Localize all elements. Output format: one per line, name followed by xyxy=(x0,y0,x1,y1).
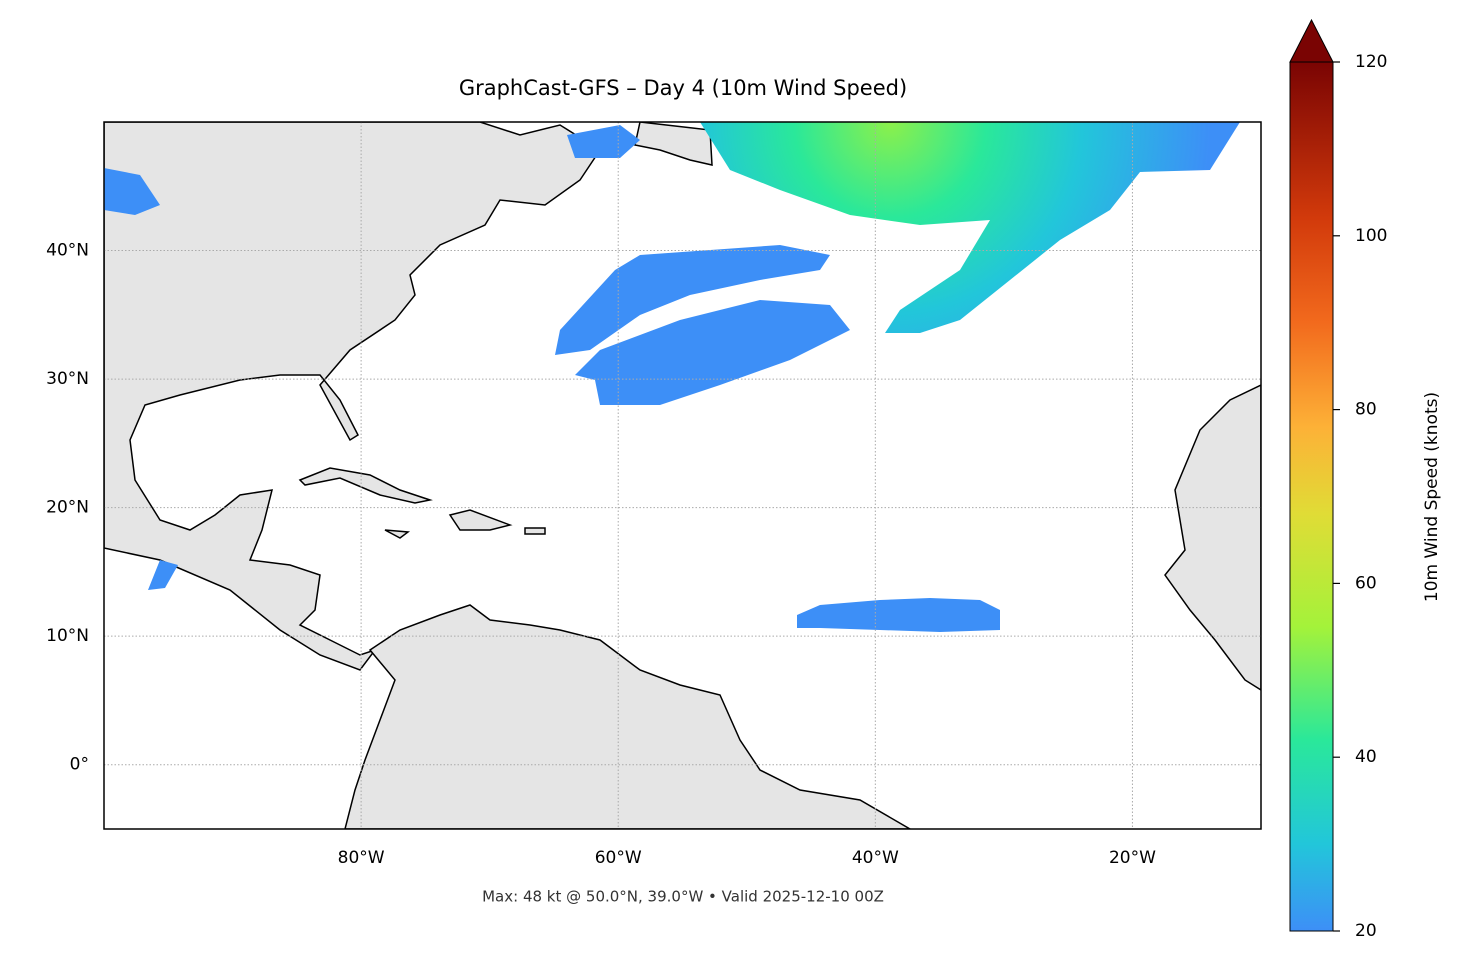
puerto-rico xyxy=(524,527,546,535)
wind-area xyxy=(555,245,830,355)
x-tick-label: 60°W xyxy=(595,848,642,868)
hispaniola xyxy=(448,509,513,531)
north-america xyxy=(104,122,602,671)
map-frame xyxy=(103,121,1262,830)
map xyxy=(104,122,1261,829)
colorbar-tick-label: 80 xyxy=(1355,400,1377,420)
colorbar-tick-label: 40 xyxy=(1355,747,1377,767)
y-tick-label: 40°N xyxy=(46,241,89,261)
x-tick-label: 80°W xyxy=(338,848,385,868)
colorbar-tick-label: 120 xyxy=(1355,52,1387,72)
map-title: GraphCast-GFS – Day 4 (10m Wind Speed) xyxy=(459,76,907,100)
south-america xyxy=(344,604,912,829)
y-tick-label: 30°N xyxy=(46,369,89,389)
colorbar xyxy=(1289,61,1334,932)
x-tick-label: 20°W xyxy=(1109,848,1156,868)
wind-area xyxy=(567,125,640,158)
africa xyxy=(1164,384,1261,691)
colorbar-tick-label: 60 xyxy=(1355,573,1377,593)
y-tick-label: 20°N xyxy=(46,498,89,518)
y-tick-label: 0° xyxy=(70,755,89,775)
x-tick-label: 40°W xyxy=(852,848,899,868)
y-tick-label: 10°N xyxy=(46,626,89,646)
colorbar-tick-label: 20 xyxy=(1355,921,1377,941)
colorbar-tick-label: 100 xyxy=(1355,226,1387,246)
colorbar-extend xyxy=(1289,18,1334,63)
footer-note: Max: 48 kt @ 50.0°N, 39.0°W • Valid 2025… xyxy=(482,888,884,906)
cuba xyxy=(298,467,433,504)
wind-jet xyxy=(700,122,1240,333)
wind-area xyxy=(148,560,178,590)
wind-area xyxy=(104,168,160,215)
wind-area xyxy=(797,598,1000,632)
colorbar-label: 10m Wind Speed (knots) xyxy=(1422,392,1442,602)
jamaica xyxy=(384,529,411,539)
